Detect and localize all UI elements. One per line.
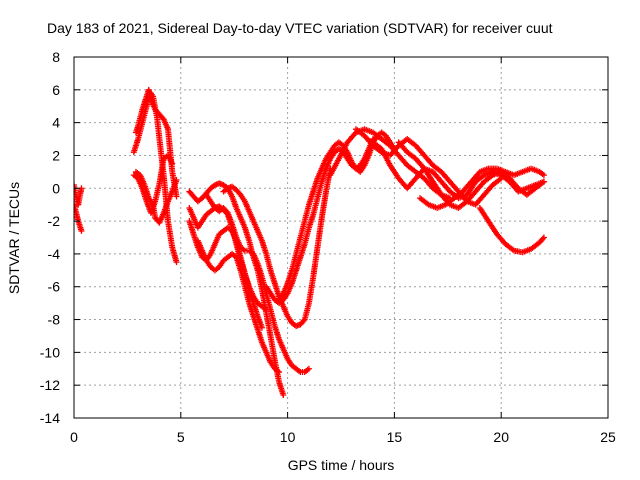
- x-axis: 0 5 10 15 20 25: [70, 57, 616, 445]
- y-axis-label: SDTVAR / TECUs: [6, 182, 22, 294]
- y-tick-label: -2: [48, 213, 61, 229]
- x-tick-label: 10: [280, 429, 296, 445]
- data-point-marker: [169, 160, 176, 167]
- series-arc-12: [220, 165, 334, 330]
- data-marks: [74, 86, 547, 399]
- y-tick-label: 4: [52, 115, 60, 131]
- x-tick-label: 0: [70, 429, 78, 445]
- y-tick-label: 0: [52, 180, 60, 196]
- y-tick-label: 2: [52, 147, 60, 163]
- data-point-marker: [540, 234, 547, 241]
- data-point-marker: [305, 365, 312, 372]
- y-tick-label: 8: [52, 49, 60, 65]
- plot-frame: [73, 56, 609, 419]
- chart-title: Day 183 of 2021, Sidereal Day-to-day VTE…: [47, 20, 553, 36]
- data-point-marker: [173, 259, 180, 266]
- series-arc-20: [476, 204, 547, 256]
- y-tick-label: -14: [40, 410, 60, 426]
- data-point-marker: [539, 235, 546, 242]
- y-axis: -14 -12 -10 -8 -6 -4 -2 0 2 4 6 8: [40, 49, 608, 426]
- plot-area: [74, 86, 547, 399]
- y-tick-label: -12: [40, 377, 60, 393]
- x-tick-label: 20: [493, 429, 509, 445]
- x-tick-label: 5: [177, 429, 185, 445]
- y-tick-label: -8: [48, 312, 61, 328]
- series-arc-10: [194, 237, 283, 376]
- y-tick-label: -4: [48, 246, 61, 262]
- series-arc-6: [132, 168, 180, 226]
- data-point-marker: [300, 317, 307, 324]
- series-arc-17: [370, 139, 547, 202]
- series-arc-19: [417, 165, 547, 211]
- x-tick-label: 15: [387, 429, 403, 445]
- data-point-marker: [276, 369, 283, 376]
- data-point-marker: [280, 392, 287, 399]
- data-point-marker: [540, 172, 547, 179]
- data-point-marker: [173, 177, 180, 184]
- x-axis-label: GPS time / hours: [288, 457, 395, 473]
- y-tick-label: -6: [48, 279, 61, 295]
- series-arc-14: [276, 129, 398, 303]
- x-tick-label: 25: [600, 429, 616, 445]
- y-tick-label: -10: [40, 344, 60, 360]
- series-arc-18: [395, 139, 547, 211]
- data-point-marker: [74, 201, 77, 208]
- y-tick-label: 6: [52, 82, 60, 98]
- data-point-marker: [173, 193, 180, 200]
- data-point-marker: [540, 178, 547, 185]
- data-point-marker: [74, 181, 77, 188]
- data-point-marker: [78, 227, 85, 234]
